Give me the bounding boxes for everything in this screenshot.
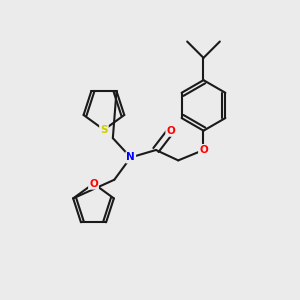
Text: O: O bbox=[167, 126, 175, 136]
Text: O: O bbox=[199, 145, 208, 155]
Text: N: N bbox=[126, 152, 135, 162]
Text: S: S bbox=[100, 125, 108, 135]
Text: O: O bbox=[89, 178, 98, 189]
